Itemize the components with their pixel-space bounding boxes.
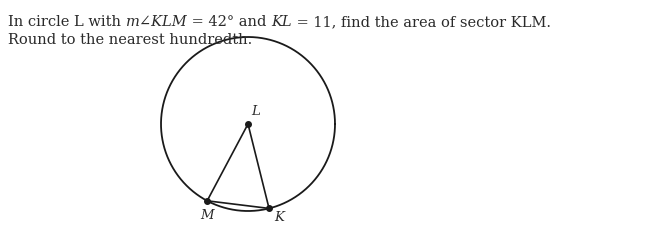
Text: m∠KLM: m∠KLM (126, 15, 187, 29)
Text: K: K (274, 211, 284, 224)
Text: Round to the nearest hundredth.: Round to the nearest hundredth. (8, 33, 253, 47)
Text: = 42° and: = 42° and (187, 15, 272, 29)
Text: In circle L with: In circle L with (8, 15, 126, 29)
Text: M: M (200, 208, 214, 221)
Text: L: L (251, 105, 260, 117)
Text: KL: KL (272, 15, 292, 29)
Text: = 11, find the area of sector KLM.: = 11, find the area of sector KLM. (292, 15, 551, 29)
